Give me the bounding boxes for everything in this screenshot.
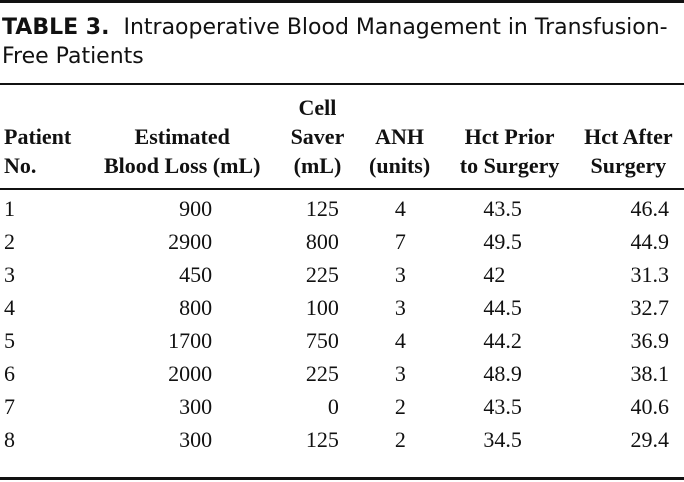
- cell-cell-saver: 225: [305, 361, 339, 386]
- cell-anh: 2: [394, 394, 406, 419]
- cell-hct-prior: 48.9: [483, 361, 522, 386]
- cell-hct-after: 31.3: [630, 262, 670, 287]
- caption-text: Intraoperative Blood Management in Trans…: [2, 15, 668, 69]
- header-cell-saver: Cell Saver (mL): [282, 90, 353, 184]
- table-header: Patient No. Estimated Blood Loss (mL) Ce…: [0, 90, 684, 184]
- table-bottom-rule: [0, 477, 684, 480]
- header-line: Surgery: [590, 153, 667, 178]
- cell-blood-loss: 300: [179, 394, 213, 419]
- cell-anh: 2: [394, 427, 406, 452]
- cell-anh: 3: [394, 262, 406, 287]
- header-hct-prior: Hct Prior to Surgery: [446, 90, 572, 184]
- cell-anh: 4: [394, 196, 406, 221]
- header-line: ANH: [375, 124, 425, 149]
- cell-hct-prior: 43.5: [483, 394, 522, 419]
- table-row: 8 300 125 2 34.5 29.4: [0, 423, 684, 456]
- header-bottom-rule: [0, 188, 684, 190]
- header-patient-no: Patient No.: [0, 90, 82, 184]
- header-line: (units): [369, 153, 431, 178]
- table-row: 6 2000 225 3 48.9 38.1: [0, 357, 684, 390]
- cell-patient-no: 3: [4, 262, 15, 287]
- table-row: 2 2900 800 7 49.5 44.9: [0, 225, 684, 258]
- cell-hct-after: 32.7: [630, 295, 670, 320]
- cell-patient-no: 5: [4, 328, 15, 353]
- cell-hct-after: 36.9: [630, 328, 670, 353]
- top-rule: [0, 0, 684, 3]
- header-line: Estimated: [134, 124, 230, 149]
- cell-patient-no: 2: [4, 229, 15, 254]
- cell-anh: 7: [394, 229, 406, 254]
- cell-hct-after: 40.6: [630, 394, 670, 419]
- cell-blood-loss: 800: [179, 295, 213, 320]
- cell-blood-loss: 450: [179, 262, 213, 287]
- cell-cell-saver: 800: [305, 229, 339, 254]
- table-row: 7 300 0 2 43.5 40.6: [0, 390, 684, 423]
- header-top-rule: [0, 83, 684, 85]
- cell-patient-no: 4: [4, 295, 15, 320]
- header-line: Hct After: [584, 124, 673, 149]
- table-row: 3 450 225 3 42 31.3: [0, 258, 684, 291]
- header-anh: ANH (units): [353, 90, 447, 184]
- header-line: Patient: [4, 124, 72, 149]
- cell-anh: 3: [394, 295, 406, 320]
- data-table: Patient No. Estimated Blood Loss (mL) Ce…: [0, 90, 684, 456]
- header-line: Saver: [290, 124, 345, 149]
- cell-blood-loss: 2900: [168, 229, 213, 254]
- cell-hct-prior: 42: [483, 262, 506, 287]
- cell-blood-loss: 300: [179, 427, 213, 452]
- cell-patient-no: 6: [4, 361, 15, 386]
- cell-cell-saver: 125: [305, 427, 339, 452]
- header-line: No.: [4, 153, 37, 178]
- cell-blood-loss: 1700: [168, 328, 213, 353]
- cell-cell-saver: 125: [305, 196, 339, 221]
- header-line: Hct Prior: [464, 124, 555, 149]
- header-line: Blood Loss (mL): [103, 153, 261, 178]
- cell-cell-saver: 750: [305, 328, 339, 353]
- cell-cell-saver: 0: [327, 394, 339, 419]
- cell-blood-loss: 2000: [168, 361, 213, 386]
- cell-hct-prior: 44.2: [483, 328, 522, 353]
- cell-hct-prior: 43.5: [483, 196, 522, 221]
- cell-blood-loss: 900: [179, 196, 213, 221]
- table-row: 5 1700 750 4 44.2 36.9: [0, 324, 684, 357]
- header-line: to Surgery: [459, 153, 560, 178]
- cell-anh: 3: [394, 361, 406, 386]
- cell-hct-prior: 34.5: [483, 427, 522, 452]
- cell-patient-no: 8: [4, 427, 15, 452]
- cell-cell-saver: 100: [305, 295, 339, 320]
- header-row: Patient No. Estimated Blood Loss (mL) Ce…: [0, 90, 684, 184]
- header-line: (mL): [293, 153, 342, 178]
- cell-hct-prior: 44.5: [483, 295, 522, 320]
- caption-label: TABLE 3.: [2, 15, 110, 40]
- cell-hct-after: 44.9: [630, 229, 670, 254]
- cell-hct-prior: 49.5: [483, 229, 522, 254]
- table-caption: TABLE 3. Intraoperative Blood Management …: [2, 13, 682, 71]
- table-body: 1 900 125 4 43.5 46.4 2 2900 800 7 49.5 …: [0, 184, 684, 456]
- cell-hct-after: 38.1: [630, 361, 670, 386]
- cell-hct-after: 46.4: [630, 196, 670, 221]
- header-estimated-blood-loss: Estimated Blood Loss (mL): [82, 90, 282, 184]
- header-hct-after: Hct After Surgery: [573, 90, 684, 184]
- table-row: 4 800 100 3 44.5 32.7: [0, 291, 684, 324]
- table-row: 1 900 125 4 43.5 46.4: [0, 184, 684, 225]
- cell-patient-no: 1: [4, 196, 15, 221]
- cell-hct-after: 29.4: [630, 427, 670, 452]
- header-line: Cell: [298, 95, 337, 120]
- cell-patient-no: 7: [4, 394, 15, 419]
- cell-anh: 4: [394, 328, 406, 353]
- cell-cell-saver: 225: [305, 262, 339, 287]
